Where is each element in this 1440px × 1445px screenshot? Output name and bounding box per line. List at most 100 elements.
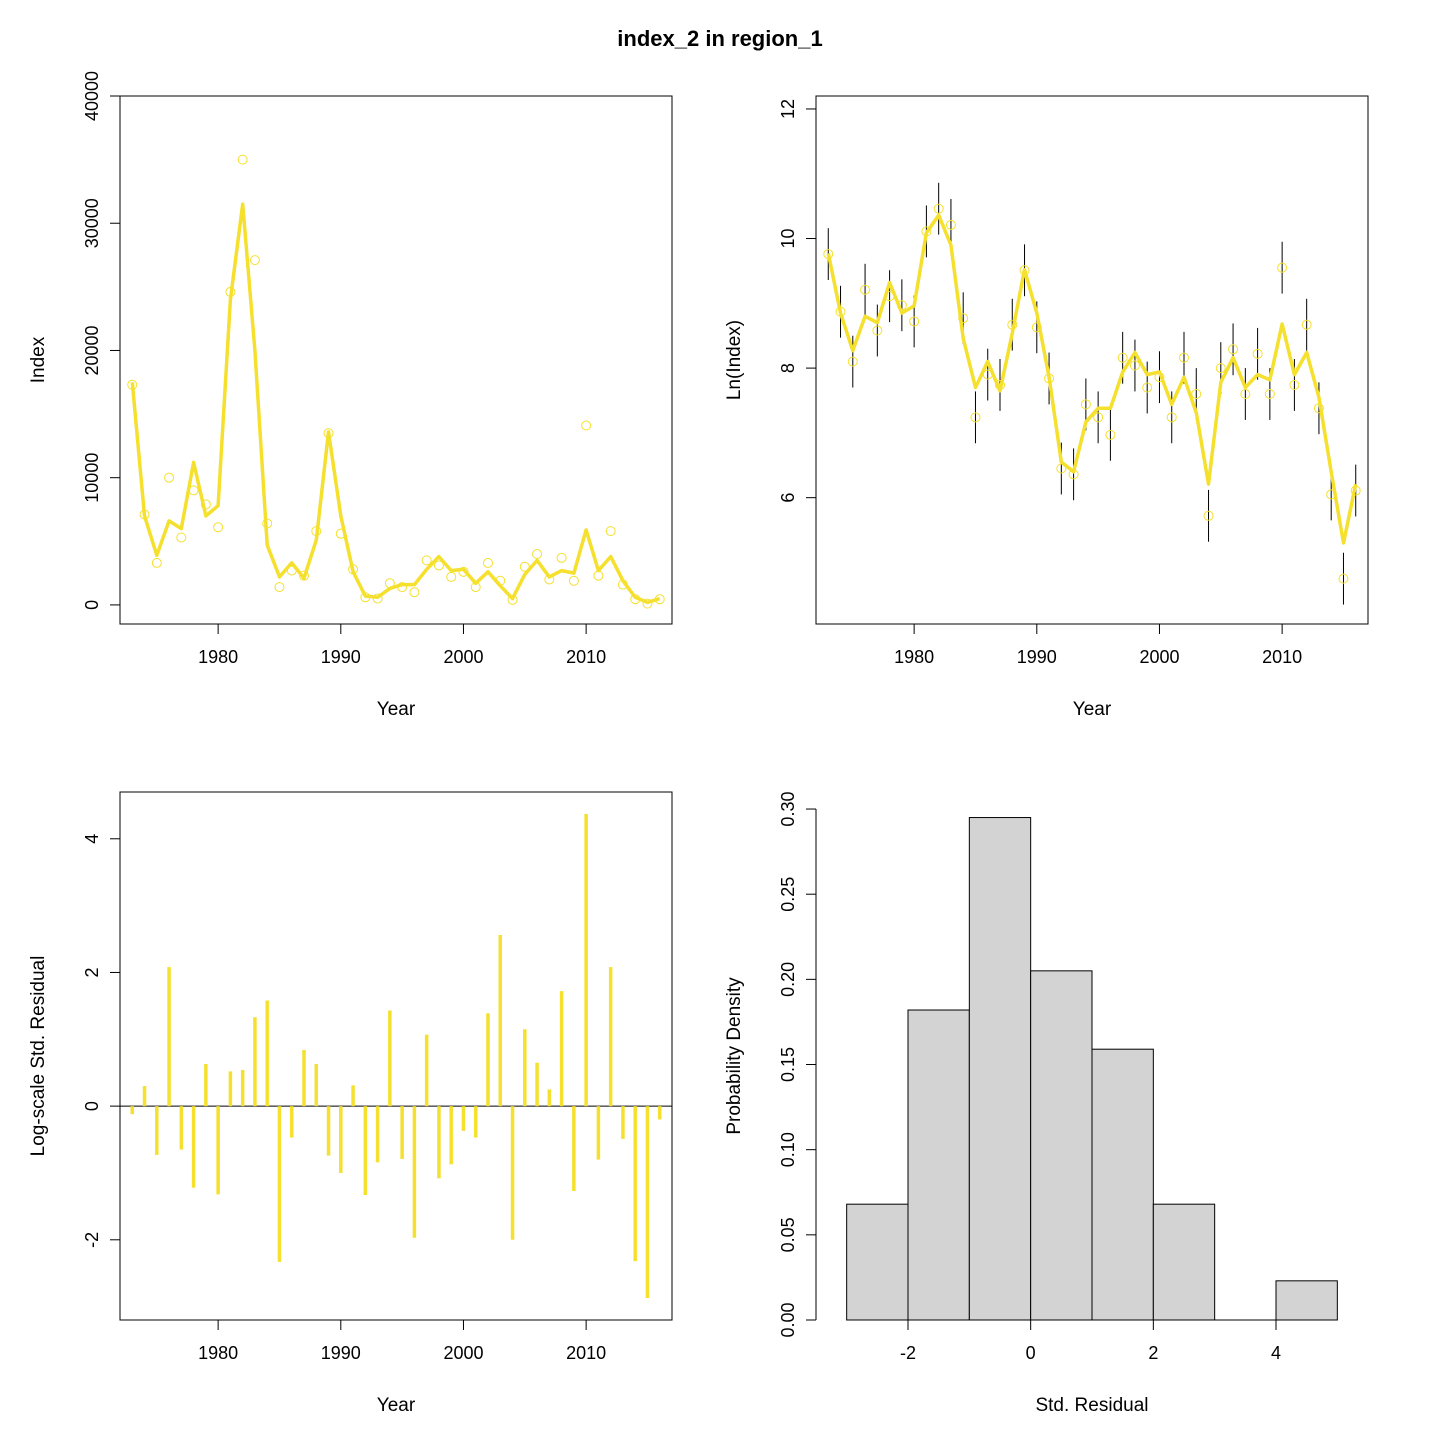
observed-point bbox=[835, 306, 846, 317]
y-tick-label: 40000 bbox=[82, 71, 102, 121]
observed-point bbox=[200, 499, 211, 510]
observed-point bbox=[1350, 485, 1361, 496]
y-tick-label: 0.25 bbox=[778, 877, 798, 912]
plot-frame bbox=[815, 95, 1369, 625]
observed-point bbox=[884, 291, 895, 302]
observed-point bbox=[1264, 389, 1275, 400]
observed-point bbox=[225, 286, 236, 297]
observed-point bbox=[1191, 389, 1202, 400]
observed-point bbox=[1326, 489, 1337, 500]
x-tick-label: 1980 bbox=[198, 1343, 238, 1363]
observed-point bbox=[348, 564, 359, 575]
x-tick-label: 2010 bbox=[566, 1343, 606, 1363]
observed-point bbox=[299, 570, 309, 581]
observed-point bbox=[1129, 360, 1140, 371]
observed-point bbox=[335, 528, 346, 539]
y-tick-label: 6 bbox=[778, 493, 798, 503]
observed-point bbox=[872, 325, 883, 336]
observed-point bbox=[1228, 344, 1239, 355]
observed-point bbox=[982, 369, 993, 380]
observed-point bbox=[617, 579, 628, 590]
histogram-bar bbox=[907, 1009, 970, 1321]
histogram-bar bbox=[1091, 1048, 1154, 1321]
observed-point bbox=[151, 557, 162, 568]
observed-point bbox=[249, 255, 260, 266]
observed-point bbox=[556, 552, 567, 563]
x-axis-label: Year bbox=[1073, 699, 1112, 720]
y-tick-label: 8 bbox=[778, 363, 798, 373]
x-tick-label: 1990 bbox=[321, 647, 361, 667]
x-axis-label: Year bbox=[377, 1395, 416, 1416]
y-tick-label: 0.00 bbox=[778, 1302, 798, 1337]
observed-point bbox=[127, 379, 138, 390]
y-axis-label: Log-scale Std. Residual bbox=[28, 956, 49, 1157]
observed-point bbox=[568, 575, 579, 586]
fitted-line bbox=[130, 202, 661, 605]
observed-point bbox=[507, 594, 518, 605]
y-axis-label: Index bbox=[28, 336, 49, 383]
observed-point bbox=[642, 598, 653, 609]
fitted-line bbox=[826, 213, 1358, 545]
y-tick-label: 0.15 bbox=[778, 1047, 798, 1082]
histogram-bar bbox=[846, 1203, 909, 1321]
observed-point bbox=[495, 575, 506, 586]
observed-point bbox=[1252, 348, 1263, 359]
observed-point bbox=[860, 284, 871, 295]
observed-point bbox=[483, 557, 493, 568]
observed-point bbox=[1044, 373, 1055, 384]
observed-point bbox=[470, 582, 481, 593]
observed-point bbox=[1166, 412, 1177, 423]
observed-point bbox=[970, 412, 981, 423]
histogram-bar bbox=[1030, 970, 1093, 1321]
observed-point bbox=[532, 549, 543, 560]
x-tick-label: -2 bbox=[900, 1343, 916, 1363]
y-axis-label: Probability Density bbox=[724, 977, 745, 1135]
observed-point bbox=[1277, 262, 1288, 273]
observed-point bbox=[323, 428, 334, 439]
observed-point bbox=[847, 356, 858, 367]
observed-point bbox=[1154, 372, 1165, 383]
observed-point bbox=[372, 593, 383, 604]
y-tick-label: 0.10 bbox=[778, 1132, 798, 1167]
observed-point bbox=[1007, 319, 1018, 330]
x-tick-label: 2000 bbox=[443, 647, 483, 667]
observed-point bbox=[1203, 510, 1214, 521]
observed-point bbox=[1313, 403, 1324, 414]
x-tick-label: 1990 bbox=[321, 1343, 361, 1363]
y-tick-label: -2 bbox=[82, 1232, 102, 1248]
observed-point bbox=[397, 582, 408, 593]
observed-point bbox=[213, 522, 224, 533]
observed-point bbox=[933, 203, 944, 214]
observed-point bbox=[958, 313, 969, 324]
x-tick-label: 0 bbox=[1026, 1343, 1036, 1363]
x-tick-label: 2010 bbox=[1262, 647, 1302, 667]
observed-point bbox=[896, 300, 907, 311]
observed-point bbox=[544, 574, 555, 585]
histogram-bar bbox=[1152, 1203, 1216, 1321]
x-tick-label: 2 bbox=[1148, 1343, 1158, 1363]
observed-point bbox=[1019, 265, 1030, 276]
observed-point bbox=[409, 587, 420, 598]
observed-point bbox=[654, 594, 665, 605]
observed-point bbox=[581, 420, 592, 431]
observed-point bbox=[823, 249, 834, 260]
observed-point bbox=[1080, 399, 1091, 410]
observed-point bbox=[1031, 322, 1042, 333]
observed-point bbox=[262, 518, 273, 529]
y-tick-label: 2 bbox=[82, 967, 102, 977]
x-tick-label: 2000 bbox=[443, 1343, 483, 1363]
y-tick-label: 10000 bbox=[82, 453, 102, 503]
observed-point bbox=[630, 594, 641, 605]
y-tick-label: 0.30 bbox=[778, 792, 798, 827]
y-tick-label: 0 bbox=[82, 600, 102, 610]
observed-point bbox=[1105, 429, 1116, 440]
observed-point bbox=[237, 154, 248, 165]
observed-point bbox=[421, 555, 432, 566]
observed-point bbox=[311, 526, 322, 537]
observed-point bbox=[1068, 469, 1079, 480]
observed-point bbox=[921, 226, 932, 237]
histogram-bar bbox=[1275, 1280, 1338, 1321]
x-tick-label: 2000 bbox=[1139, 647, 1179, 667]
